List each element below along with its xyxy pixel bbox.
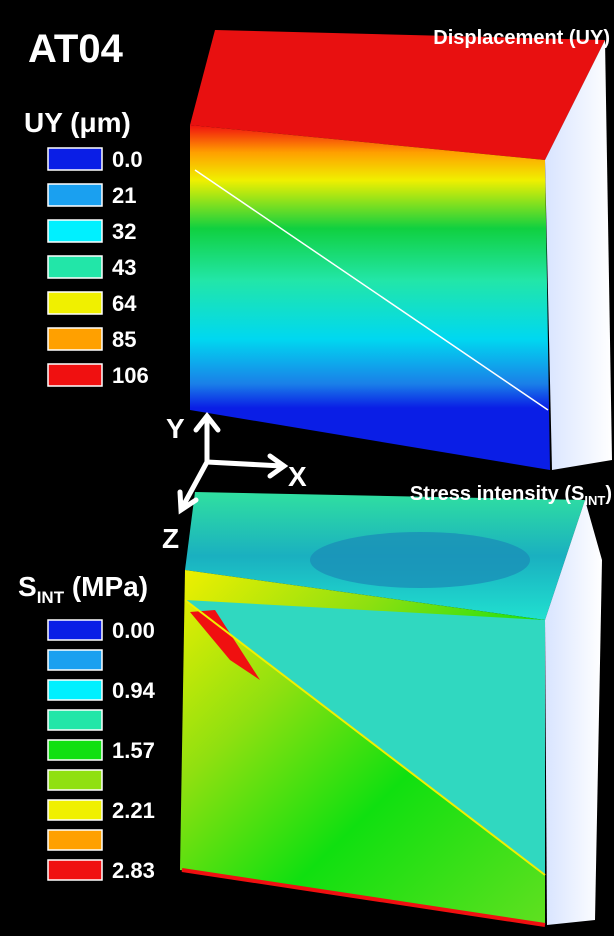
legend-title-text: S — [18, 571, 37, 602]
title-suffix: ) — [605, 483, 612, 505]
axis-label: Z — [162, 523, 179, 554]
legend-label: 0.00 — [112, 618, 155, 643]
stress-zone — [310, 532, 530, 588]
figure-title: AT04 — [28, 27, 124, 71]
legend-label: 21 — [112, 183, 136, 208]
legend-title: UY (μm) — [24, 107, 131, 138]
legend-swatch — [48, 770, 102, 790]
legend-swatch — [48, 328, 102, 350]
block-front-face — [190, 125, 550, 470]
legend-label: 43 — [112, 255, 136, 280]
legend-swatch — [48, 740, 102, 760]
legend-swatch — [48, 148, 102, 170]
legend-label: 2.83 — [112, 858, 155, 883]
legend-label: 2.21 — [112, 798, 155, 823]
legend-label: 85 — [112, 327, 136, 352]
legend-swatch — [48, 680, 102, 700]
title-subscript: INT — [584, 493, 605, 508]
legend-swatch — [48, 860, 102, 880]
legend-swatch — [48, 220, 102, 242]
legend-label: 32 — [112, 219, 136, 244]
legend-swatch — [48, 184, 102, 206]
legend-swatch — [48, 830, 102, 850]
legend-label: 0.0 — [112, 147, 143, 172]
legend-swatch — [48, 710, 102, 730]
axis-label: X — [288, 461, 307, 492]
legend-label: 0.94 — [112, 678, 156, 703]
title-text: Stress intensity (S — [410, 483, 585, 505]
legend-title-subscript: INT — [37, 588, 65, 607]
figure: Y X Z AT04 Displacement (UY) UY (μm) Str… — [0, 0, 614, 936]
legend-label: 1.57 — [112, 738, 155, 763]
legend-label: 106 — [112, 363, 149, 388]
legend-title-suffix: (MPa) — [64, 571, 148, 602]
axis-label: Y — [166, 413, 185, 444]
legend-swatch — [48, 292, 102, 314]
panel-title: Stress intensity (SINT) — [410, 483, 612, 508]
legend-label: 64 — [112, 291, 137, 316]
panel-title: Displacement (UY) — [433, 27, 610, 49]
legend-swatch — [48, 800, 102, 820]
legend-swatch — [48, 256, 102, 278]
legend-title: SINT (MPa) — [18, 571, 148, 607]
legend-swatch — [48, 364, 102, 386]
legend-swatch — [48, 650, 102, 670]
legend-swatch — [48, 620, 102, 640]
